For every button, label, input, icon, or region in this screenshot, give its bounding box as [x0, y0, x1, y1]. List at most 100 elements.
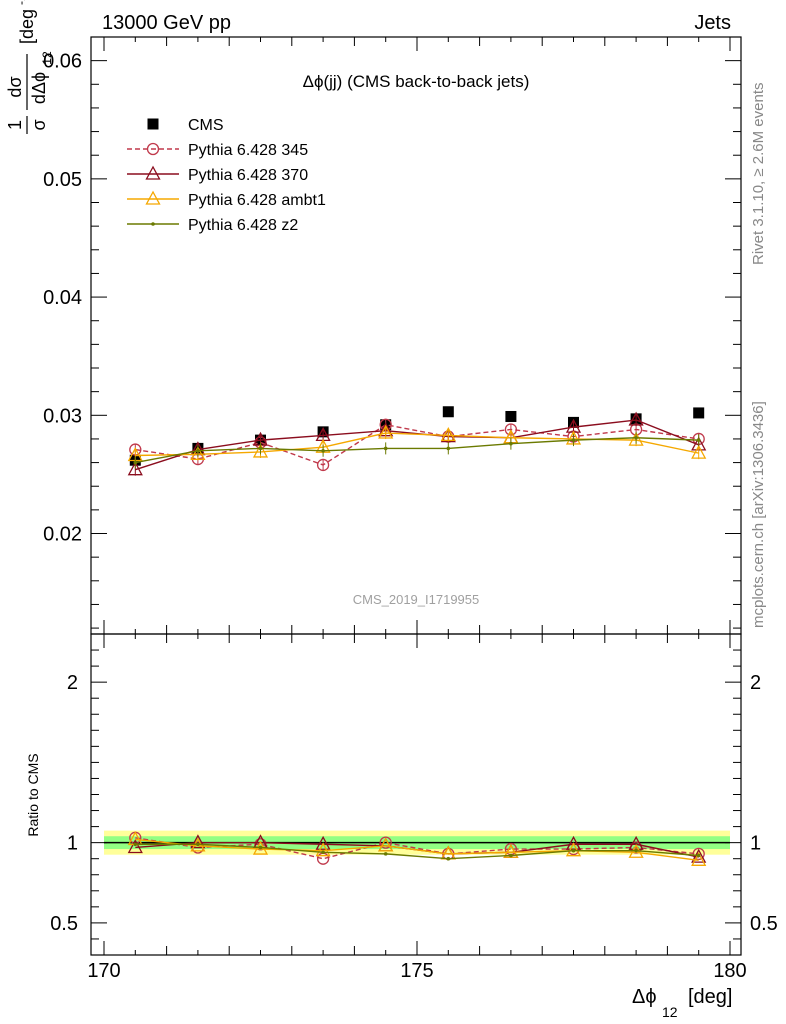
y-tick-label-ratio-right: 0.5: [750, 913, 778, 935]
series-point-ratio: [509, 853, 513, 858]
series-line-main: [135, 424, 699, 466]
series-4: [133, 431, 701, 861]
series-point-ratio: [634, 848, 638, 853]
series-line-ratio: [135, 838, 699, 861]
header-left: 13000 GeV pp: [102, 12, 231, 34]
ylabel-sub12: 12: [40, 51, 54, 65]
series-point-main: [196, 448, 200, 453]
series-line-main: [135, 437, 699, 464]
y-tick-label-main: 0.06: [43, 51, 82, 73]
series-point-ratio: [565, 842, 582, 857]
watermark: CMS_2019_I1719955: [353, 592, 480, 607]
series-point-ratio: [378, 837, 394, 852]
series-point-main: [378, 424, 394, 439]
xlabel-unit: [deg]: [688, 986, 732, 1008]
series-point-main: [133, 460, 138, 465]
legend-label: Pythia 6.428 z2: [188, 217, 298, 234]
series-point-main: [190, 445, 206, 460]
x-axis-label: Δϕ 12 [deg]: [632, 986, 732, 1020]
series-point-main: [258, 446, 263, 451]
series-point-main: [696, 438, 701, 442]
series-point-ratio: [133, 842, 138, 847]
legend-label: Pythia 6.428 ambt1: [188, 192, 326, 209]
chart-title: Δϕ(jj) (CMS back-to-back jets): [303, 72, 530, 91]
series-line-ratio: [135, 843, 699, 860]
series-point-ratio: [190, 834, 206, 849]
data-point: [693, 407, 705, 419]
legend-entry-4: Pythia 6.428 z2: [127, 217, 298, 234]
legend-entry-3: Pythia 6.428 ambt1: [127, 190, 326, 209]
series-point-main: [691, 444, 707, 459]
legend-label: Pythia 6.428 345: [188, 142, 308, 159]
x-tick-label: 170: [87, 960, 120, 982]
series-line-main: [135, 432, 699, 457]
y-tick-label-ratio: 2: [67, 672, 78, 694]
legend-entry-0: CMS: [147, 117, 224, 134]
series-point-ratio: [258, 845, 263, 850]
y-tick-label-ratio-right: 2: [750, 672, 761, 694]
legend-marker: [151, 222, 155, 226]
ylabel-ddphi: dΔϕ: [29, 72, 49, 104]
series-point-main: [634, 435, 638, 440]
series-point-ratio: [379, 836, 392, 849]
legend-marker: [147, 118, 159, 130]
series-point-main: [321, 448, 325, 453]
y-tick-label-main: 0.03: [43, 405, 82, 427]
y-tick-label-main: 0.02: [43, 524, 82, 546]
series-point-ratio: [383, 852, 388, 856]
series-point-ratio: [692, 847, 705, 861]
series-point-ratio: [446, 856, 451, 861]
series-point-ratio: [691, 851, 707, 866]
rivet-caption: Rivet 3.1.10, ≥ 2.6M events: [750, 83, 767, 266]
series-point-ratio: [315, 835, 331, 850]
y-axis-label-ratio: Ratio to CMS: [25, 753, 41, 836]
y-tick-label-main: 0.04: [43, 287, 82, 309]
legend-marker: [146, 142, 160, 156]
xlabel-sub12: 12: [662, 1004, 678, 1020]
xlabel-dphi: Δϕ: [632, 986, 657, 1008]
ratio-plot-frame: [90, 633, 742, 956]
source-caption: mcplots.cern.ch [arXiv:1306.3436]: [750, 401, 767, 628]
legend-label: Pythia 6.428 370: [188, 167, 308, 184]
series-point-main: [628, 411, 644, 426]
legend-entry-2: Pythia 6.428 370: [127, 165, 308, 184]
series-point-ratio: [315, 842, 331, 857]
ylabel-sigma: σ: [29, 119, 49, 130]
series-point-ratio: [696, 853, 701, 858]
ylabel-dsigma: dσ: [5, 76, 25, 97]
series-point-main: [252, 443, 269, 458]
legend-entry-1: Pythia 6.428 345: [127, 142, 308, 159]
series-point-ratio: [321, 850, 325, 855]
y-tick-label-ratio: 1: [67, 833, 78, 855]
series-point-main: [571, 438, 576, 442]
ylabel-one: 1: [5, 120, 25, 130]
series-point-main: [127, 461, 143, 476]
series-point-main: [383, 446, 388, 451]
y-tick-label-ratio: 0.5: [50, 913, 78, 935]
series-point-main: [316, 458, 330, 472]
y-axis-label-main: 1 σ dσ dΔϕ 12 [deg -1 ]: [5, 0, 54, 134]
series-layer: [127, 406, 707, 866]
x-tick-label: 180: [713, 960, 746, 982]
series-point-ratio: [316, 852, 330, 865]
header-right: Jets: [694, 12, 731, 34]
data-point: [505, 410, 517, 422]
series-point-main: [440, 427, 456, 442]
series-line-main: [135, 419, 699, 471]
x-tick-label: 175: [400, 960, 433, 982]
series-point-ratio: [127, 839, 143, 854]
series-0: [129, 406, 705, 466]
series-point-main: [628, 431, 644, 446]
series-line-ratio: [135, 837, 699, 860]
legend: CMS Pythia 6.428 345 Pythia 6.428 370 Pythi…: [127, 117, 326, 234]
series-point-main: [446, 446, 451, 451]
legend-marker: [145, 190, 161, 205]
series-point-ratio: [691, 848, 707, 863]
y-tick-label-ratio-right: 1: [750, 833, 761, 855]
series-point-main: [509, 441, 513, 446]
series-point-ratio: [196, 842, 200, 847]
series-point-ratio: [571, 848, 576, 853]
legend-marker: [145, 165, 161, 180]
